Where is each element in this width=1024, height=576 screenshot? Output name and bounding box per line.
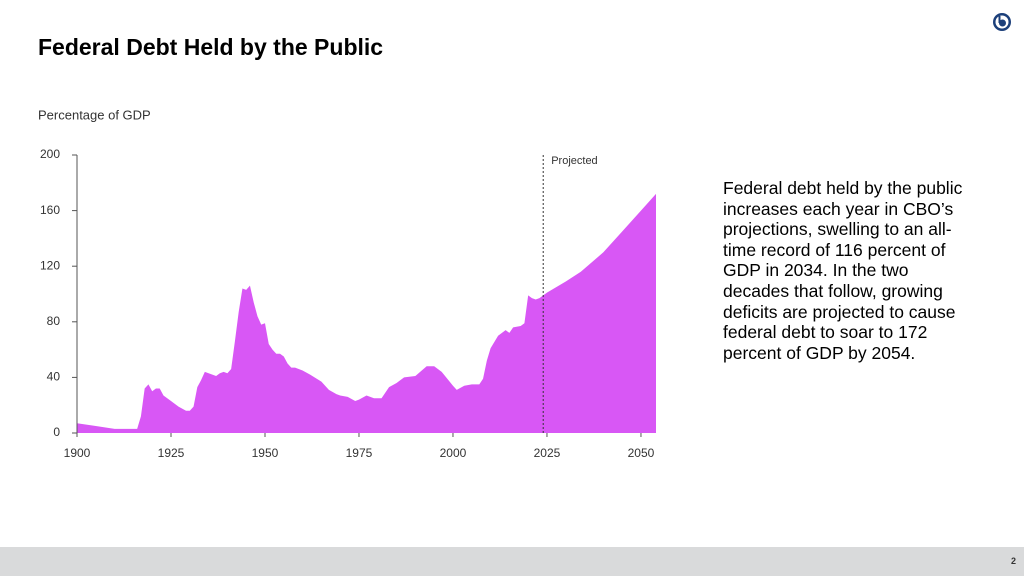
x-tick-label: 1925 bbox=[158, 446, 185, 460]
y-tick-label: 200 bbox=[40, 147, 60, 161]
x-tick-label: 1975 bbox=[346, 446, 373, 460]
description: Federal debt held by the public increase… bbox=[723, 178, 963, 363]
x-tick-label: 1950 bbox=[252, 446, 279, 460]
x-tick-label: 2000 bbox=[440, 446, 467, 460]
y-tick-label: 160 bbox=[40, 203, 60, 217]
area bbox=[77, 193, 656, 433]
footer: 2 bbox=[0, 547, 1024, 576]
slide-title: Federal Debt Held by the Public bbox=[38, 34, 384, 60]
logo bbox=[993, 13, 1011, 31]
y-tick-label: 80 bbox=[47, 314, 61, 328]
annotation: Projected bbox=[551, 155, 597, 167]
y-tick-label: 40 bbox=[47, 370, 61, 384]
page-number: 2 bbox=[1010, 556, 1016, 566]
chart: Percentage of GDP 0 40 80 120 160 200 1900 1925… bbox=[38, 107, 656, 460]
x-tick-label: 1900 bbox=[64, 446, 91, 460]
x-tick-label: 2025 bbox=[534, 446, 561, 460]
x-tick-label: 2050 bbox=[628, 446, 655, 460]
y-tick-label: 0 bbox=[53, 425, 60, 439]
y-tick-label: 120 bbox=[40, 258, 60, 272]
y-axis-label: Percentage of GDP bbox=[38, 107, 151, 122]
